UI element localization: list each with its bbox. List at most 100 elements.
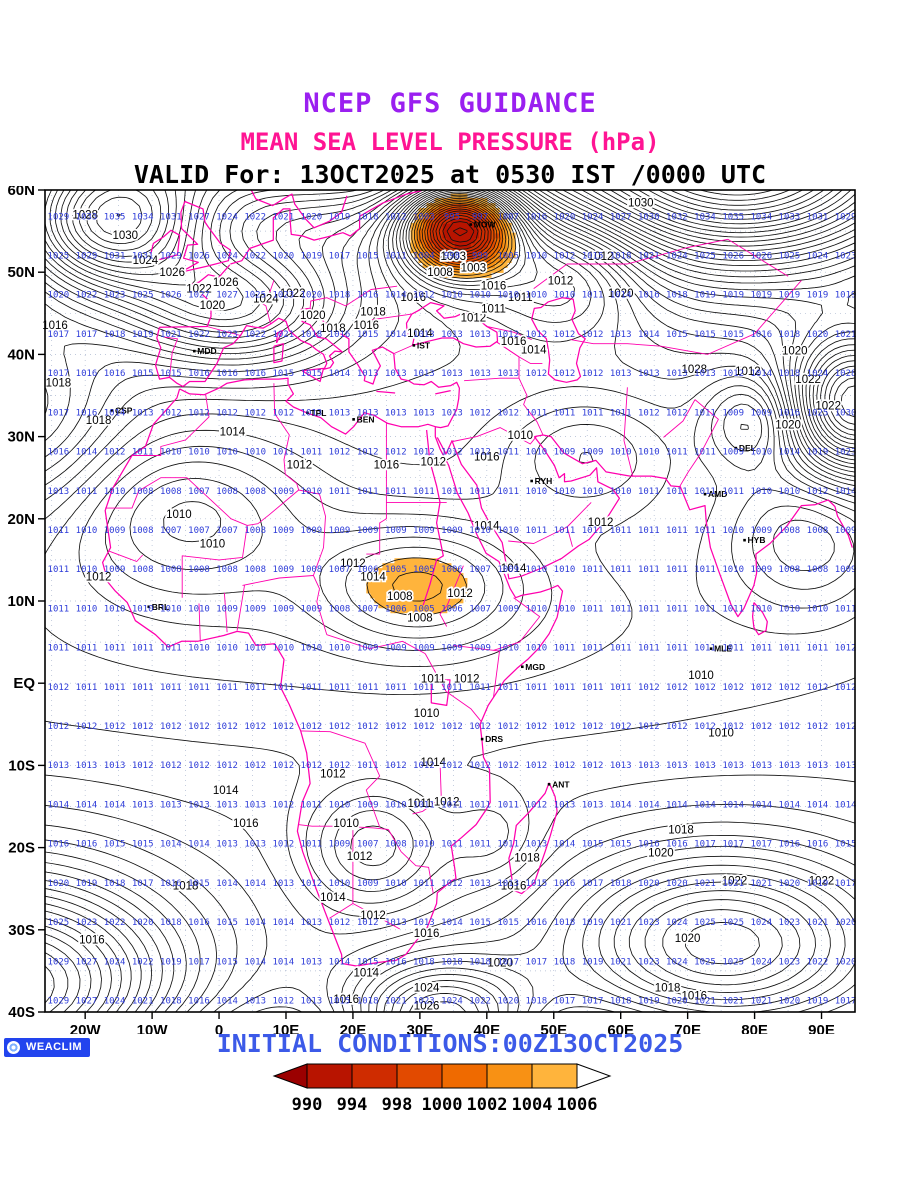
svg-text:1011: 1011 <box>357 761 379 771</box>
svg-text:20S: 20S <box>8 840 35 857</box>
svg-text:1012: 1012 <box>160 722 182 732</box>
svg-text:1022: 1022 <box>132 957 154 967</box>
svg-text:1010: 1010 <box>497 526 519 536</box>
svg-text:1013: 1013 <box>413 408 435 418</box>
svg-text:1027: 1027 <box>216 291 238 301</box>
svg-text:1016: 1016 <box>501 880 527 892</box>
svg-text:1021: 1021 <box>722 997 744 1007</box>
svg-text:1011: 1011 <box>301 448 323 458</box>
svg-text:1010: 1010 <box>688 670 714 682</box>
svg-text:1031: 1031 <box>132 252 154 262</box>
svg-text:1011: 1011 <box>582 683 604 693</box>
svg-text:1017: 1017 <box>48 330 70 340</box>
svg-text:1012: 1012 <box>434 797 460 809</box>
svg-text:DEL: DEL <box>739 443 756 453</box>
svg-text:1016: 1016 <box>474 451 500 463</box>
svg-text:1014: 1014 <box>610 291 632 301</box>
svg-text:1013: 1013 <box>694 761 716 771</box>
svg-text:1018: 1018 <box>413 957 435 967</box>
svg-text:1011: 1011 <box>526 683 548 693</box>
svg-text:1013: 1013 <box>835 761 857 771</box>
svg-text:1016: 1016 <box>682 991 708 1003</box>
svg-text:1007: 1007 <box>188 526 210 536</box>
svg-text:1020: 1020 <box>608 288 634 300</box>
svg-text:1016: 1016 <box>76 408 98 418</box>
svg-text:1012: 1012 <box>441 879 463 889</box>
svg-text:1022: 1022 <box>104 918 126 928</box>
city-marker-layer: MOW MDD IST TPL BEN CSP RYH DEL AMD HYB MLE MGD DRS A… <box>110 220 765 789</box>
svg-text:1011: 1011 <box>582 644 604 654</box>
svg-text:1022: 1022 <box>188 330 210 340</box>
svg-text:1011: 1011 <box>666 644 688 654</box>
svg-text:1014: 1014 <box>220 427 246 439</box>
axes-layer: 20W 10W 0 10E 20E 30E 40E 50E 60E 70E 80E 90E 60N 50N… <box>7 186 856 1034</box>
svg-text:1013: 1013 <box>469 879 491 889</box>
svg-text:1010: 1010 <box>301 487 323 497</box>
svg-text:1006: 1006 <box>441 565 463 575</box>
svg-text:1019: 1019 <box>329 212 351 222</box>
svg-text:1017: 1017 <box>722 840 744 850</box>
svg-text:994: 994 <box>337 1095 368 1115</box>
svg-text:1014: 1014 <box>272 918 294 928</box>
svg-text:1026: 1026 <box>750 252 772 262</box>
svg-text:1012: 1012 <box>497 761 519 771</box>
svg-text:1016: 1016 <box>501 336 527 348</box>
svg-text:1015: 1015 <box>132 840 154 850</box>
svg-text:1012: 1012 <box>469 722 491 732</box>
weaclim-label: WEACLIM <box>26 1041 83 1053</box>
svg-text:1009: 1009 <box>272 565 294 575</box>
svg-text:1007: 1007 <box>469 565 491 575</box>
svg-text:1011: 1011 <box>48 604 70 614</box>
svg-text:1017: 1017 <box>835 879 857 889</box>
svg-text:1020: 1020 <box>487 958 513 970</box>
svg-text:1018: 1018 <box>610 879 632 889</box>
svg-text:1012: 1012 <box>360 910 386 922</box>
svg-text:1012: 1012 <box>329 918 351 928</box>
svg-text:1029: 1029 <box>160 252 182 262</box>
svg-text:1017: 1017 <box>497 957 519 967</box>
valid-time-label: VALID For: 13OCT2025 at 0530 IST /0000 U… <box>133 160 767 189</box>
svg-text:1017: 1017 <box>48 408 70 418</box>
svg-text:1010: 1010 <box>216 448 238 458</box>
svg-text:1028: 1028 <box>72 210 98 222</box>
svg-text:1025: 1025 <box>722 918 744 928</box>
svg-text:1012: 1012 <box>526 369 548 379</box>
svg-text:1011: 1011 <box>469 840 491 850</box>
svg-text:1017: 1017 <box>188 957 210 967</box>
svg-text:997: 997 <box>472 212 488 222</box>
svg-text:1012: 1012 <box>216 408 238 418</box>
svg-text:1003: 1003 <box>441 251 467 263</box>
initial-conditions-label: INITIAL CONDITIONS:00Z13OCT2025 <box>216 1029 684 1058</box>
svg-text:1013: 1013 <box>104 761 126 771</box>
svg-text:1020: 1020 <box>554 212 576 222</box>
svg-text:1011: 1011 <box>779 644 801 654</box>
svg-text:1019: 1019 <box>638 997 660 1007</box>
svg-text:1011: 1011 <box>441 840 463 850</box>
svg-text:1017: 1017 <box>132 879 154 889</box>
svg-text:1014: 1014 <box>750 369 772 379</box>
svg-text:1016: 1016 <box>354 320 380 332</box>
svg-text:1008: 1008 <box>427 267 453 279</box>
svg-text:1008: 1008 <box>779 526 801 536</box>
svg-text:1009: 1009 <box>750 526 772 536</box>
svg-text:1011: 1011 <box>638 565 660 575</box>
svg-text:1012: 1012 <box>666 408 688 418</box>
svg-text:1011: 1011 <box>610 526 632 536</box>
svg-text:1013: 1013 <box>244 800 266 810</box>
chart-title: NCEP GFS GUIDANCE <box>303 88 597 119</box>
svg-text:DRS: DRS <box>485 734 503 744</box>
svg-text:1020: 1020 <box>666 879 688 889</box>
svg-text:1024: 1024 <box>104 957 126 967</box>
svg-text:1012: 1012 <box>441 761 463 771</box>
svg-text:1010: 1010 <box>216 644 238 654</box>
svg-text:1013: 1013 <box>160 800 182 810</box>
svg-text:1010: 1010 <box>526 487 548 497</box>
svg-text:1012: 1012 <box>48 722 70 732</box>
svg-text:1020: 1020 <box>779 997 801 1007</box>
svg-text:1014: 1014 <box>360 571 386 583</box>
svg-text:1012: 1012 <box>582 330 604 340</box>
svg-text:1024: 1024 <box>216 252 238 262</box>
svg-text:1018: 1018 <box>173 880 199 892</box>
svg-text:1029: 1029 <box>835 212 857 222</box>
